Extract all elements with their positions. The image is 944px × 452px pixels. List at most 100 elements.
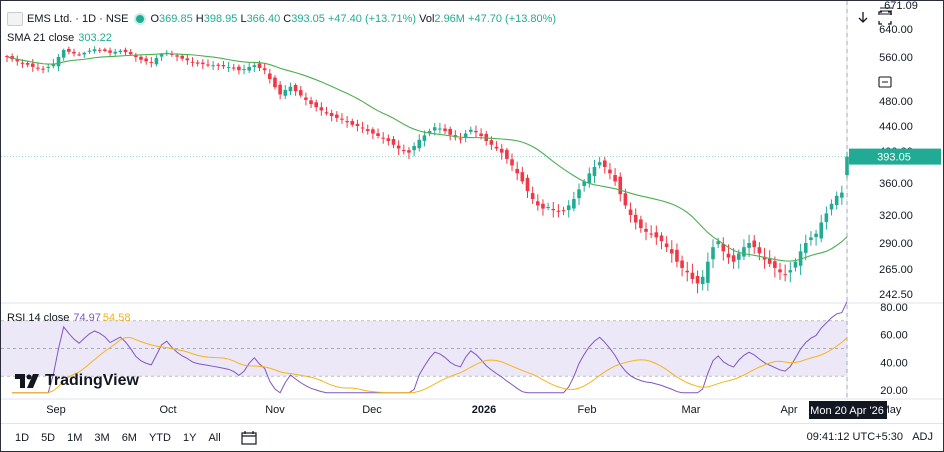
candle-body [247,66,252,71]
rsi-name: RSI 14 close [7,312,70,324]
candle-body [293,84,298,92]
candle-body [252,65,257,68]
candle-body [360,127,365,129]
candle-body [206,64,210,66]
tf-1y[interactable]: 1Y [182,432,197,444]
last-price-label: 393.05 [877,152,911,164]
price-tick-label: 440.00 [879,121,913,133]
candle-body [479,133,483,136]
candle-body [582,181,586,186]
candle-body [262,68,267,71]
rsi-legend[interactable]: RSI 14 close 74.97 54.58 [7,312,130,324]
sma-polyline [6,53,848,262]
candle-body [61,50,66,58]
candle-body [680,260,684,268]
candle-body [278,84,282,95]
clock[interactable]: 09:41:12 UTC+5:30 [806,431,903,443]
candle-body [77,54,81,56]
candle-body [139,56,143,60]
sma-line [6,53,848,262]
candle-body [515,168,519,174]
tf-5d[interactable]: 5D [41,432,56,444]
candle-body [711,247,715,260]
candle-body [345,121,349,123]
candle-body [778,269,782,273]
calendar-goto-icon[interactable] [241,431,257,445]
candle-body [566,205,571,211]
candle-body [350,121,355,125]
candle-body [597,162,602,166]
tf-1m[interactable]: 1M [67,432,83,444]
candle-body [216,64,221,66]
sma-legend[interactable]: SMA 21 close 303.22 [7,32,112,44]
candle-body [793,261,798,268]
candle-body [118,50,123,52]
candle-body [798,251,803,266]
tf-all[interactable]: All [208,432,221,444]
rsi-ma-polyline [12,337,848,394]
candle-body [628,209,633,215]
candle-body [742,247,746,257]
candle-body [613,175,617,182]
symbol-legend[interactable]: EMS Ltd. · 1D · NSE O369.85 H398.95 L366.… [7,12,556,26]
candle-body [144,58,148,62]
candle-body [185,58,190,61]
candle-body [541,203,545,209]
screenshot-icon[interactable] [878,75,892,93]
fullscreen-icon[interactable] [878,11,892,30]
tf-1d[interactable]: 1D [15,432,30,444]
candle-body [180,55,185,59]
candle-body [716,241,720,245]
symbol-title[interactable]: EMS Ltd. · 1D · NSE [27,12,129,25]
scroll-down-icon[interactable] [857,11,869,30]
tradingview-logo[interactable]: TradingView [15,372,139,390]
candle-body [788,270,793,273]
candle-body [654,232,659,238]
candle-body [587,173,592,184]
time-tick-label: Feb [578,404,597,416]
candle-body [226,66,231,68]
candle-body [51,63,56,67]
price-tick-label: 560.00 [879,52,913,64]
price-chart[interactable]: 640.00560.00480.00440.00400.00360.00320.… [1,1,943,421]
price-tick-label: 640.00 [879,24,913,36]
tf-ytd[interactable]: YTD [148,432,171,444]
tf-6m[interactable]: 6M [121,432,137,444]
candle-body [41,68,45,70]
candle-body [747,243,751,248]
candle-body [685,270,690,273]
candle-body [376,133,380,136]
candle-body [108,50,112,53]
candle-body [505,149,509,159]
candle-body [819,222,824,239]
candle-body [329,113,334,116]
candle-body [721,243,726,252]
tf-3m[interactable]: 3M [94,432,110,444]
candle-body [113,51,118,54]
candle-body [391,139,396,145]
candle-body [438,128,442,130]
candle-body [381,137,385,139]
rsi-tick-label: 60.00 [880,330,908,342]
crosshair-time-label: Mon 20 Apr '26 [810,405,884,417]
last-price-tag [849,148,941,165]
price-tick-label: 480.00 [879,96,913,108]
rsi-lines [12,301,848,394]
candle-body [556,210,561,212]
candle-body [633,214,638,223]
rsi-tick-label: 80.00 [880,302,908,314]
candle-body [97,49,102,51]
crosshair-time-tag [809,401,887,419]
candle-body [288,86,293,92]
candle-body [407,150,411,153]
candle-body [608,169,612,174]
candle-body [30,63,35,67]
candle-body [469,129,473,132]
candle-body [577,189,581,199]
candle-body [231,67,236,69]
time-tick-label: Dec [362,404,382,416]
candle-body [700,276,705,285]
candle-body [726,253,731,258]
toolbar-icon[interactable] [879,2,893,20]
adj-toggle[interactable]: ADJ [912,431,933,443]
